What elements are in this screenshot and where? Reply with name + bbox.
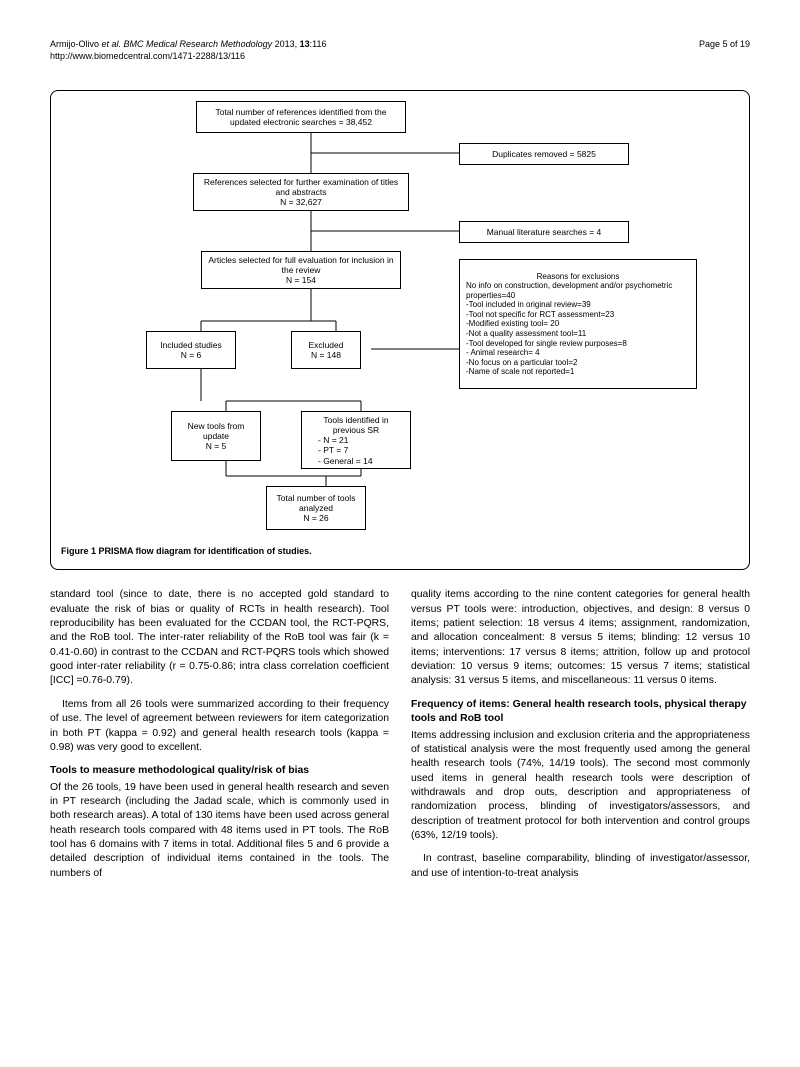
flow-box-titles-abstracts-l1: References selected for further examinat… (200, 177, 402, 197)
right-column: quality items according to the nine cont… (411, 588, 750, 890)
flow-prevsr-line: - PT = 7 (318, 445, 404, 455)
flow-reason-line: -No focus on a particular tool=2 (466, 358, 690, 368)
flow-box-included-l1: Included studies (160, 340, 221, 350)
flow-box-duplicates: Duplicates removed = 5825 (459, 143, 629, 165)
flow-box-full-eval-l2: N = 154 (286, 275, 316, 285)
flow-diagram: Total number of references identified fr… (61, 101, 739, 541)
flow-reason-line: -Not a quality assessment tool=11 (466, 329, 690, 339)
flow-box-titles-abstracts: References selected for further examinat… (193, 173, 409, 211)
flow-reason-line: -Tool developed for single review purpos… (466, 339, 690, 349)
left-subhead-1: Tools to measure methodological quality/… (50, 764, 389, 778)
left-p1: standard tool (since to date, there is n… (50, 588, 389, 689)
flow-box-duplicates-text: Duplicates removed = 5825 (492, 149, 596, 159)
flow-reason-line: -Modified existing tool= 20 (466, 319, 690, 329)
right-p3: In contrast, baseline comparability, bli… (411, 852, 750, 881)
flow-box-previous-sr-title: Tools identified in previous SR (308, 415, 404, 435)
left-p2: Items from all 26 tools were summarized … (50, 698, 389, 755)
flow-box-new-tools-l2: N = 5 (206, 441, 227, 451)
page-header: Armijo-Olivo et al. BMC Medical Research… (50, 38, 750, 62)
flow-reason-line: No info on construction, development and… (466, 281, 690, 300)
right-subhead-1: Frequency of items: General health resea… (411, 698, 750, 727)
flow-box-total-analyzed: Total number of tools analyzed N = 26 (266, 486, 366, 530)
flow-box-full-eval: Articles selected for full evaluation fo… (201, 251, 401, 289)
flow-reason-line: -Tool included in original review=39 (466, 300, 690, 310)
right-p1: quality items according to the nine cont… (411, 588, 750, 689)
flow-box-total-refs-text: Total number of references identified fr… (203, 107, 399, 127)
flow-box-total-analyzed-l1: Total number of tools analyzed (273, 493, 359, 513)
flow-box-total-refs: Total number of references identified fr… (196, 101, 406, 133)
body-columns: standard tool (since to date, there is n… (50, 588, 750, 890)
flow-box-full-eval-l1: Articles selected for full evaluation fo… (208, 255, 394, 275)
figure-caption: Figure 1 PRISMA flow diagram for identif… (61, 545, 739, 557)
flow-prevsr-line: - N = 21 (318, 435, 404, 445)
flow-box-previous-sr: Tools identified in previous SR - N = 21… (301, 411, 411, 469)
flow-box-excluded: Excluded N = 148 (291, 331, 361, 369)
citation-url: http://www.biomedcentral.com/1471-2288/1… (50, 50, 327, 62)
flow-reason-line: -Name of scale not reported=1 (466, 367, 690, 377)
flow-box-titles-abstracts-l2: N = 32,627 (280, 197, 322, 207)
flow-box-total-analyzed-l2: N = 26 (303, 513, 328, 523)
flow-box-manual-text: Manual literature searches = 4 (487, 227, 602, 237)
citation-prefix: Armijo-Olivo (50, 39, 102, 49)
flow-box-included: Included studies N = 6 (146, 331, 236, 369)
flow-reason-line: - Animal research= 4 (466, 348, 690, 358)
citation-italic: et al. BMC Medical Research Methodology (102, 39, 275, 49)
flow-box-excluded-l2: N = 148 (311, 350, 341, 360)
citation-tail: :116 (310, 39, 327, 49)
flow-reason-line: -Tool not specific for RCT assessment=23 (466, 310, 690, 320)
flow-box-reasons-lines: No info on construction, development and… (466, 281, 690, 377)
flow-box-reasons: Reasons for exclusions No info on constr… (459, 259, 697, 389)
page-number: Page 5 of 19 (699, 38, 750, 62)
citation-volume: 13 (300, 39, 310, 49)
flow-box-new-tools-l1: New tools from update (178, 421, 254, 441)
figure-1-frame: Total number of references identified fr… (50, 90, 750, 570)
flow-box-excluded-l1: Excluded (309, 340, 344, 350)
flow-box-included-l2: N = 6 (181, 350, 202, 360)
left-p3: Of the 26 tools, 19 have been used in ge… (50, 781, 389, 882)
flow-box-previous-sr-lines: - N = 21- PT = 7- General = 14 (308, 435, 404, 466)
citation-suffix: 2013, (275, 39, 300, 49)
flow-box-reasons-title: Reasons for exclusions (466, 272, 690, 282)
left-column: standard tool (since to date, there is n… (50, 588, 389, 890)
figure-caption-text: Figure 1 PRISMA flow diagram for identif… (61, 546, 312, 556)
flow-box-new-tools: New tools from update N = 5 (171, 411, 261, 461)
header-citation: Armijo-Olivo et al. BMC Medical Research… (50, 38, 327, 62)
flow-prevsr-line: - General = 14 (318, 456, 404, 466)
flow-box-manual: Manual literature searches = 4 (459, 221, 629, 243)
right-p2: Items addressing inclusion and exclusion… (411, 729, 750, 844)
